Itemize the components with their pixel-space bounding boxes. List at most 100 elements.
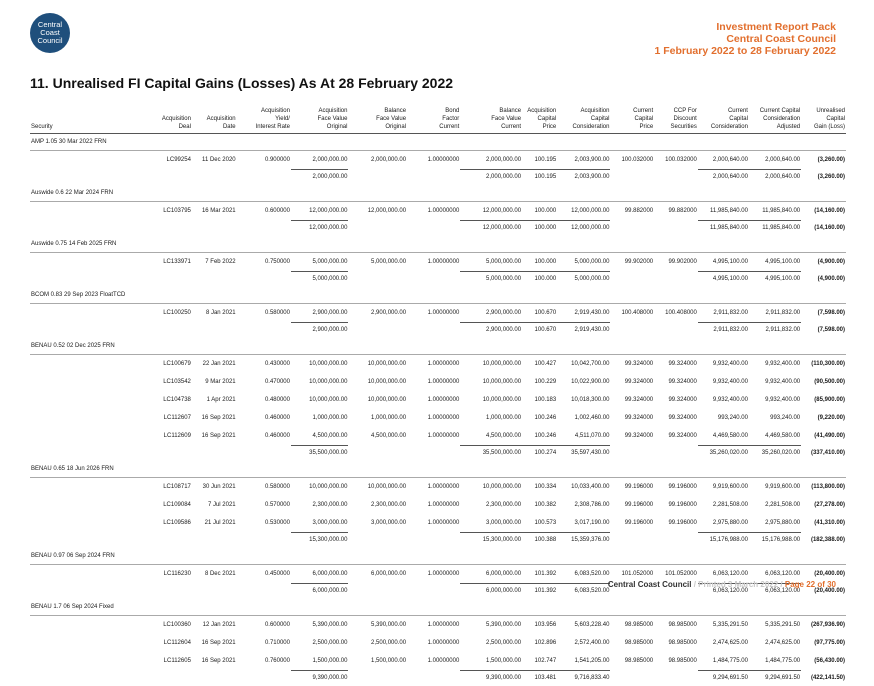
subtotal-cell: 2,000,000.00 xyxy=(291,170,349,186)
subtotal-cell: 35,597,430.00 xyxy=(557,446,610,462)
empty-cell xyxy=(237,584,291,600)
table-cell: (41,490.00) xyxy=(801,427,846,446)
table-cell: 102.747 xyxy=(522,652,557,671)
table-cell: 9,932,400.00 xyxy=(698,373,749,391)
column-header-line: Bond xyxy=(408,107,459,115)
empty-cell xyxy=(149,446,192,462)
column-header-line: Interest Rate xyxy=(238,123,290,131)
table-cell: 3,000,000.00 xyxy=(460,514,522,533)
table-cell: 2,474,625.00 xyxy=(749,634,801,652)
subtotal-cell: 35,260,020.00 xyxy=(749,446,801,462)
table-cell: 9,932,400.00 xyxy=(698,391,749,409)
empty-cell xyxy=(30,373,149,391)
table-cell: 1,500,000.00 xyxy=(348,652,407,671)
table-cell: 1,500,000.00 xyxy=(291,652,349,671)
column-header-line: Balance xyxy=(461,107,521,115)
subtotal-cell: 2,911,832.00 xyxy=(698,323,749,339)
table-cell: 16 Sep 2021 xyxy=(192,409,237,427)
table-cell: 21 Jul 2021 xyxy=(192,514,237,533)
subtotal-cell: 100.195 xyxy=(522,170,557,186)
table-cell: 4,500,000.00 xyxy=(348,427,407,446)
table-cell: 10,000,000.00 xyxy=(348,391,407,409)
table-cell: 10,000,000.00 xyxy=(460,478,522,497)
empty-cell xyxy=(654,446,698,462)
empty-cell xyxy=(654,221,698,237)
table-cell: (56,430.00) xyxy=(801,652,846,671)
column-header-line: Capital xyxy=(611,115,653,123)
column-header-line: Acquisition xyxy=(523,107,556,115)
table-cell: 100.183 xyxy=(522,391,557,409)
subtotal-cell: 2,919,430.00 xyxy=(557,323,610,339)
table-cell: 98.985000 xyxy=(610,652,654,671)
column-header-line: Capital xyxy=(523,115,556,123)
table-cell: 100.000 xyxy=(522,253,557,272)
table-cell: 1,541,205.00 xyxy=(557,652,610,671)
empty-cell xyxy=(30,323,149,339)
column-header-line: Deal xyxy=(150,123,191,131)
table-cell: 2,300,000.00 xyxy=(460,496,522,514)
table-cell: 4,469,580.00 xyxy=(698,427,749,446)
table-cell: 10,000,000.00 xyxy=(348,355,407,374)
table-cell: 100.573 xyxy=(522,514,557,533)
subtotal-cell: 35,500,000.00 xyxy=(460,446,522,462)
table-cell: 99.324000 xyxy=(610,355,654,374)
empty-cell xyxy=(30,427,149,446)
subtotal-cell: 100.388 xyxy=(522,533,557,549)
column-header-line: Face Value xyxy=(292,115,348,123)
empty-cell xyxy=(30,565,149,584)
empty-cell xyxy=(30,616,149,635)
table-cell: 16 Mar 2021 xyxy=(192,202,237,221)
subtotal-cell: 35,500,000.00 xyxy=(291,446,349,462)
subtotal-cell: 35,260,020.00 xyxy=(698,446,749,462)
table-cell: LC100250 xyxy=(149,304,192,323)
column-header-line: Price xyxy=(611,123,653,131)
empty-cell xyxy=(407,272,460,288)
security-name: BENAU 1.7 06 Sep 2024 Fixed xyxy=(30,599,846,616)
table-cell: 993,240.00 xyxy=(749,409,801,427)
table-cell: 0.750000 xyxy=(237,253,291,272)
footer-page-number: Page 22 of 30 xyxy=(785,580,836,589)
table-cell: 1.00000000 xyxy=(407,634,460,652)
column-header-line: Gain (Loss) xyxy=(802,123,845,131)
table-cell: (7,598.00) xyxy=(801,304,846,323)
footer-org: Central Coast Council xyxy=(608,580,692,589)
table-cell: 7 Feb 2022 xyxy=(192,253,237,272)
table-cell: 99.324000 xyxy=(610,427,654,446)
table-cell: 9 Mar 2021 xyxy=(192,373,237,391)
empty-cell xyxy=(149,323,192,339)
page-title: 11. Unrealised FI Capital Gains (Losses)… xyxy=(30,75,453,91)
empty-cell xyxy=(407,323,460,339)
table-cell: 1.00000000 xyxy=(407,409,460,427)
subtotal-cell: 2,003,900.00 xyxy=(557,170,610,186)
subtotal-cell: 100.000 xyxy=(522,221,557,237)
column-header-line: Current xyxy=(461,123,521,131)
table-cell: (9,220.00) xyxy=(801,409,846,427)
table-cell: 4,500,000.00 xyxy=(460,427,522,446)
table-cell: 0.460000 xyxy=(237,427,291,446)
table-cell: 0.600000 xyxy=(237,202,291,221)
column-header-line: Original xyxy=(349,123,406,131)
table-cell: 1.00000000 xyxy=(407,253,460,272)
table-cell: 103.956 xyxy=(522,616,557,635)
table-cell: LC99254 xyxy=(149,151,192,170)
security-group-row: BCOM 0.83 29 Sep 2023 FloatTCD xyxy=(30,287,846,304)
table-cell: 100.032000 xyxy=(654,151,698,170)
empty-cell xyxy=(610,272,654,288)
security-group-row: Auswide 0.6 22 Mar 2024 FRN xyxy=(30,185,846,202)
table-cell: 100.382 xyxy=(522,496,557,514)
empty-cell xyxy=(654,533,698,549)
table-cell: 100.246 xyxy=(522,427,557,446)
table-cell: 99.324000 xyxy=(654,391,698,409)
column-header-line: Current xyxy=(408,123,459,131)
